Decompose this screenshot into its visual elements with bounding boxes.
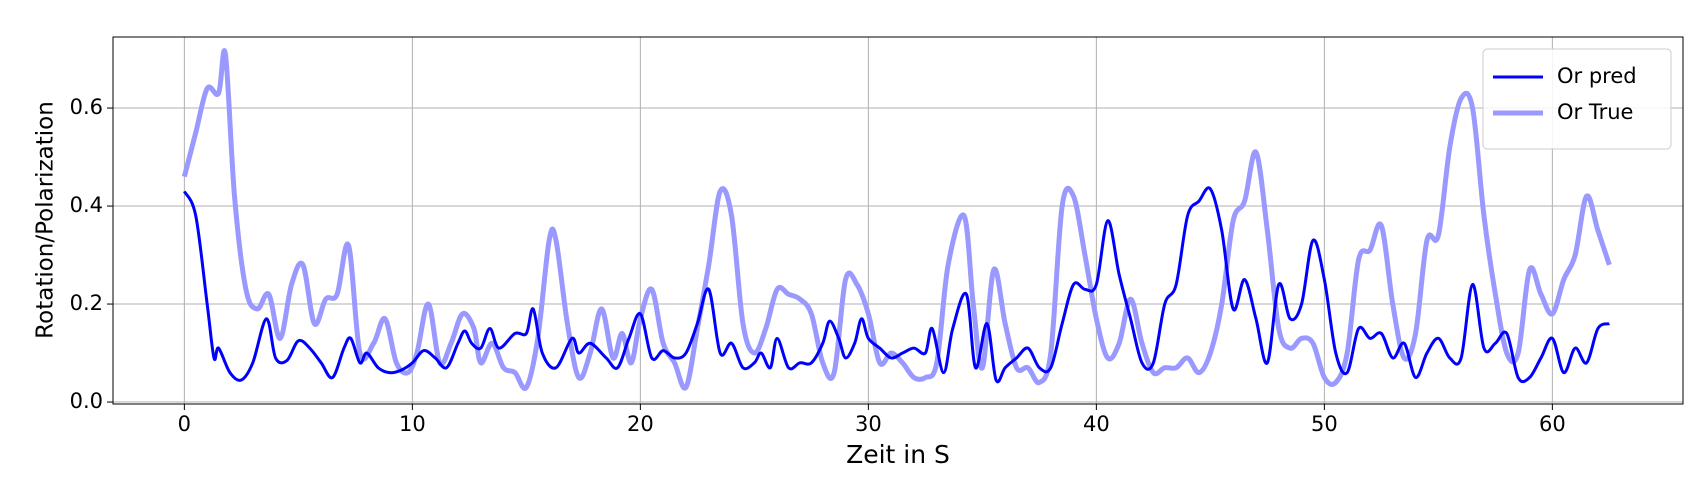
legend-label: Or True xyxy=(1557,100,1633,124)
x-tick-label: 20 xyxy=(627,412,654,436)
y-tick-label: 0.2 xyxy=(70,291,103,315)
x-tick-label: 60 xyxy=(1539,412,1566,436)
y-tick-label: 0.6 xyxy=(70,95,103,119)
x-tick-label: 30 xyxy=(855,412,882,436)
y-tick-label: 0.4 xyxy=(70,193,103,217)
x-tick-label: 10 xyxy=(399,412,426,436)
y-tick-label: 0.0 xyxy=(70,389,103,413)
x-tick-label: 50 xyxy=(1311,412,1338,436)
x-tick-label: 40 xyxy=(1083,412,1110,436)
legend-label: Or pred xyxy=(1557,64,1637,88)
series-line xyxy=(183,186,1610,384)
plot-frame xyxy=(112,36,1684,405)
y-axis-label: Rotation/Polarization xyxy=(33,101,59,339)
legend-box xyxy=(1482,48,1672,150)
x-axis-label: Zeit in S xyxy=(846,440,950,469)
series-line xyxy=(181,48,1612,391)
x-tick-label: 0 xyxy=(178,412,191,436)
